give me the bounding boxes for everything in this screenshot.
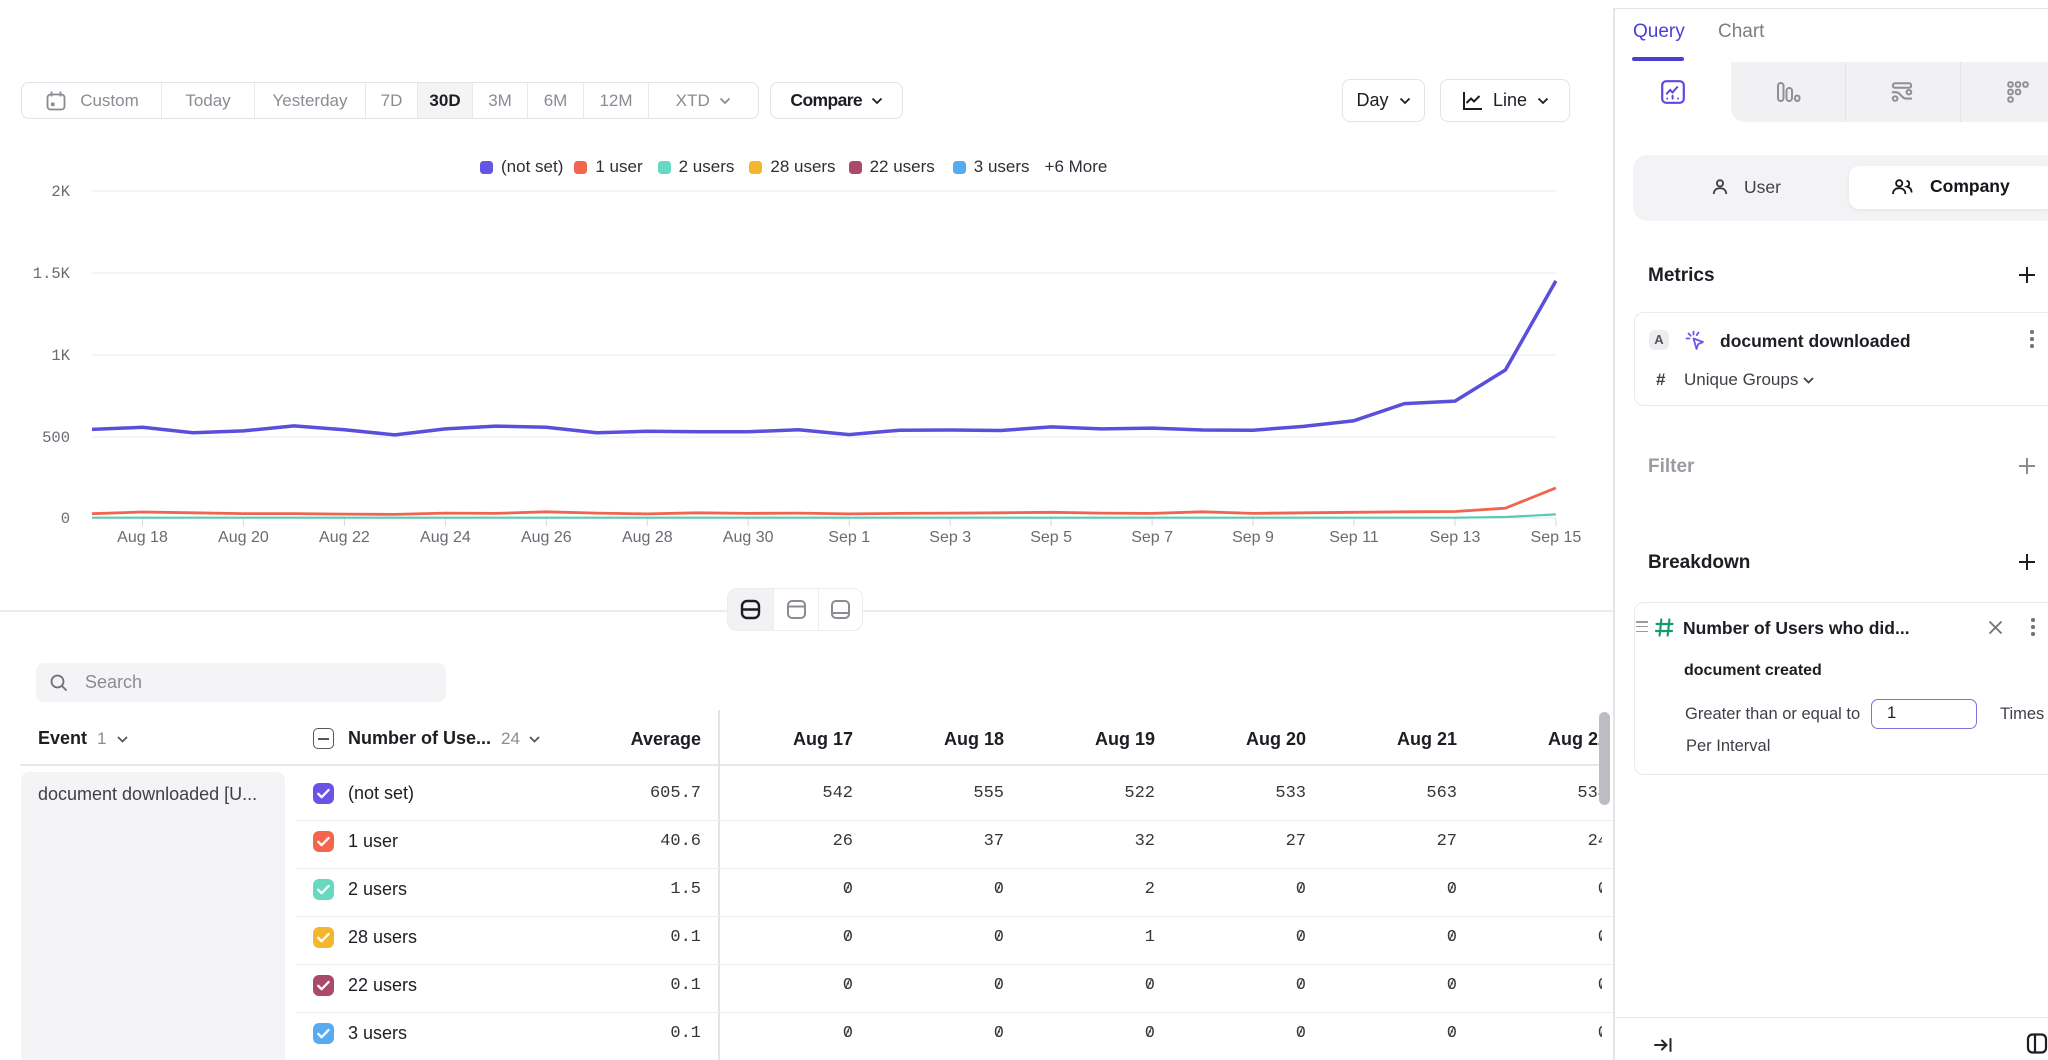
svg-text:Aug 20: Aug 20 [218, 529, 269, 546]
svg-text:Sep 13: Sep 13 [1430, 529, 1481, 546]
svg-text:Sep 3: Sep 3 [929, 529, 971, 546]
svg-text:Sep 11: Sep 11 [1329, 529, 1379, 546]
svg-text:Aug 26: Aug 26 [521, 529, 572, 546]
svg-text:Sep 9: Sep 9 [1232, 529, 1274, 546]
svg-text:Sep 5: Sep 5 [1030, 529, 1072, 546]
svg-text:2K: 2K [51, 183, 70, 201]
svg-text:Aug 24: Aug 24 [420, 529, 471, 546]
svg-text:1.5K: 1.5K [33, 265, 71, 283]
svg-text:Aug 22: Aug 22 [319, 529, 370, 546]
svg-text:Sep 1: Sep 1 [828, 529, 870, 546]
svg-text:Aug 18: Aug 18 [117, 529, 168, 546]
svg-text:500: 500 [42, 429, 70, 447]
svg-text:1K: 1K [51, 347, 70, 365]
svg-text:Aug 30: Aug 30 [723, 529, 774, 546]
svg-text:Sep 7: Sep 7 [1131, 529, 1173, 546]
svg-text:Aug 28: Aug 28 [622, 529, 673, 546]
svg-text:0: 0 [61, 510, 70, 528]
svg-text:Sep 15: Sep 15 [1531, 529, 1582, 546]
